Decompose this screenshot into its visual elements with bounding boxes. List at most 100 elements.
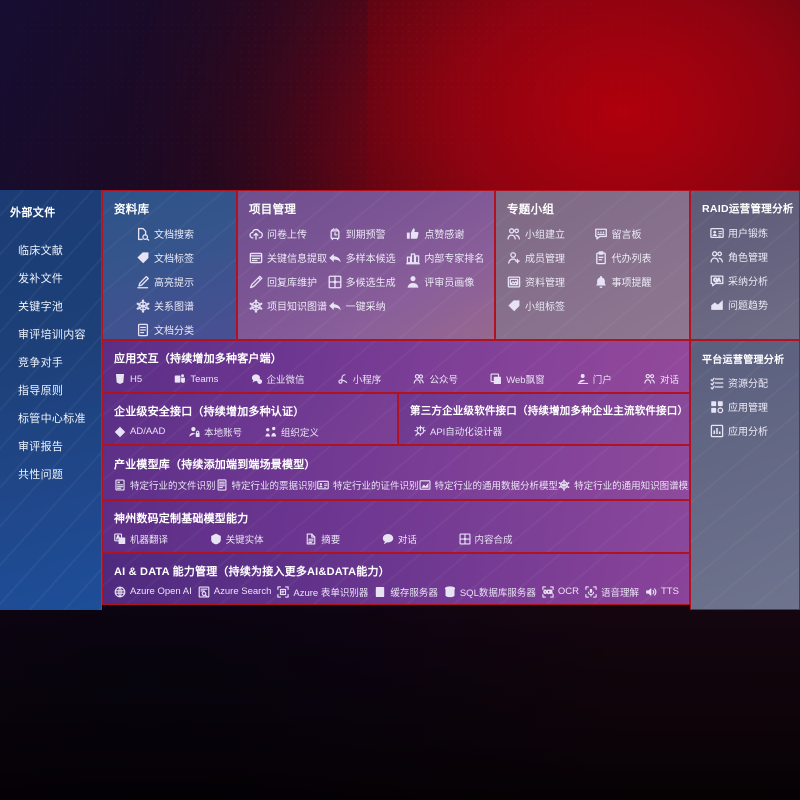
band-title-industry-model: 产业模型库（持续添加端到端场景模型） [114, 459, 316, 471]
pm-item-label: 一键采纳 [345, 302, 386, 313]
chip-org-definition[interactable]: 组织定义 [265, 425, 319, 439]
tg-item-label: 资料管理 [525, 278, 565, 289]
chip-label: 语音理解 [600, 587, 639, 599]
tg-item-group-create[interactable]: 小组建立 [507, 226, 594, 241]
chip-label: H5 [130, 373, 143, 385]
tg-item-event-reminder[interactable]: 事项提醒 [594, 274, 681, 289]
pm-item-one-click-adopt[interactable]: 一键采纳 [328, 298, 407, 313]
person-profile-icon [406, 275, 420, 289]
chip-machine-translation[interactable]: A 机器翻译 [114, 532, 168, 546]
pm-item-multi-candidate-generate[interactable]: 多候选生成 [328, 274, 407, 289]
raid-item-role-manage[interactable]: 角色管理 [710, 249, 790, 264]
chip-content-synthesis[interactable]: 内容合成 [458, 532, 513, 546]
pm-item-thumbs-up-thanks[interactable]: 点赞感谢 [406, 226, 485, 241]
chip-official-account[interactable]: 公众号 [413, 372, 458, 386]
pm-item-internal-expert-ranking[interactable]: 内部专家排名 [406, 250, 485, 265]
panel-knowledge-base: 资料库 文档搜索 文档标签 高亮提示 关系图谱 [102, 190, 237, 340]
base-model-chips: A 机器翻译 A 关键实体 摘要 [114, 532, 679, 546]
kb-item-document-classify[interactable]: 文档分类 [136, 322, 227, 337]
chip-key-entity[interactable]: A 关键实体 [210, 532, 264, 546]
chip-label: 组织定义 [280, 427, 319, 439]
chip-id-recognition[interactable]: 特定行业的证件识别 [317, 478, 419, 492]
chip-receipt-recognition[interactable]: 特定行业的票据识别 [216, 478, 317, 492]
sidebar-item-review-training[interactable]: 审评培训内容 [18, 329, 86, 341]
chip-teams[interactable]: Teams [174, 373, 218, 385]
chip-azure-open-ai[interactable]: Azure Open AI [114, 586, 192, 598]
dashboard-content: 资料库 文档搜索 文档标签 高亮提示 关系图谱 [102, 190, 800, 610]
pm-item-reviewer-profile[interactable]: 评审员画像 [406, 274, 485, 289]
pm-item-label: 到期预警 [345, 230, 386, 241]
chip-tts[interactable]: TTS [645, 586, 679, 598]
chip-dialog[interactable]: 对话 [644, 372, 679, 386]
raid-item-user-training[interactable]: 用户锻炼 [710, 225, 790, 240]
chip-cache-server[interactable]: 缓存服务器 [374, 585, 438, 599]
chip-label: API自动化设计器 [430, 427, 503, 438]
sidebar-item-common-issues[interactable]: 共性问题 [18, 469, 64, 481]
tg-item-material-manage[interactable]: 资料管理 [507, 274, 594, 289]
sidebar-item-supplementary-docs[interactable]: 发补文件 [18, 273, 64, 285]
pm-item-label: 内部专家排名 [424, 254, 485, 265]
tg-item-message-board[interactable]: 留言板 [594, 226, 681, 241]
pm-item-expiry-alert[interactable]: 到期预警 [328, 226, 407, 241]
sidebar-item-clinical-literature[interactable]: 临床文献 [18, 245, 64, 257]
chip-azure-search[interactable]: Azure Search [198, 585, 271, 598]
sidebar-item-review-report[interactable]: 审评报告 [18, 441, 64, 453]
chip-local-account[interactable]: 本地账号 [188, 425, 242, 439]
chip-knowledge-graph-model[interactable]: 特定行业的通用知识图谱模型 [558, 478, 689, 492]
id-recognize-icon [317, 479, 329, 491]
chip-summary[interactable]: 摘要 [305, 532, 340, 546]
kb-item-document-search[interactable]: 文档搜索 [136, 226, 227, 241]
chip-file-recognition[interactable]: 特定行业的文件识别 [114, 478, 216, 492]
chip-web-float-window[interactable]: Web飘窗 [490, 372, 545, 386]
bell-icon [594, 275, 608, 289]
tg-item-todo-list[interactable]: 代办列表 [594, 250, 681, 265]
kb-item-highlight-tip[interactable]: 高亮提示 [136, 274, 227, 289]
tg-item-member-manage[interactable]: 成员管理 [507, 250, 594, 265]
pm-item-project-knowledge-graph[interactable]: 项目知识图谱 [249, 298, 328, 313]
merge-grid-icon [458, 533, 471, 545]
kb-item-relation-graph[interactable]: 关系图谱 [136, 298, 227, 313]
raid-item-adoption-analysis[interactable]: QA 采纳分析 [710, 273, 790, 288]
chip-azure-form-recognizer[interactable]: Azure 表单识别器 [277, 585, 368, 599]
raid-item-label: 角色管理 [728, 253, 768, 264]
chip-api-designer[interactable]: API自动化设计器 [414, 424, 502, 438]
chip-ad-aad[interactable]: AD/AAD [114, 426, 165, 438]
pm-item-questionnaire-upload[interactable]: 问卷上传 [249, 226, 328, 241]
panel-platform-analysis: 平台运营管理分析 资源分配 应用管理 应用分析 [690, 340, 800, 610]
plat-item-resource-allocation[interactable]: 资源分配 [710, 375, 790, 390]
band-title-app-interaction: 应用交互（持续增加多种客户端） [114, 353, 282, 365]
chip-h5[interactable]: H5 [114, 373, 142, 385]
message-board-icon [594, 227, 608, 241]
chip-voice-understanding[interactable]: 语音理解 [585, 585, 639, 599]
pm-item-multi-sample-candidates[interactable]: 多样本候选 [328, 250, 407, 265]
chip-dialog-capability[interactable]: 对话 [382, 532, 417, 546]
pm-item-label: 关键信息提取 [267, 254, 327, 265]
sidebar-item-competitors[interactable]: 竞争对手 [18, 357, 64, 369]
sidebar-item-keyword-pool[interactable]: 关键字池 [18, 301, 64, 313]
pm-item-key-info-extract[interactable]: 关键信息提取 [249, 250, 328, 265]
official-account-icon [413, 373, 425, 385]
kb-item-document-tag[interactable]: 文档标签 [136, 250, 227, 265]
svg-text:SQL: SQL [446, 591, 453, 595]
dashboard: 外部文件 临床文献 发补文件 关键字池 审评培训内容 竞争对手 指导原则 标管中… [0, 190, 800, 610]
summary-icon [305, 533, 317, 545]
plat-item-app-manage[interactable]: 应用管理 [710, 399, 790, 414]
plat-item-app-analysis[interactable]: 应用分析 [710, 423, 790, 438]
sidebar-item-standards-center[interactable]: 标管中心标准 [18, 413, 86, 425]
chip-wechat-work[interactable]: 企业微信 [251, 372, 305, 386]
pm-item-reply-library-maintain[interactable]: 回复库维护 [249, 274, 328, 289]
raid-item-issue-trend[interactable]: 问题趋势 [710, 297, 790, 312]
pm-item-label: 问卷上传 [267, 230, 307, 241]
chip-label: 关键实体 [225, 535, 264, 546]
chip-mini-program[interactable]: 小程序 [337, 372, 381, 386]
project-management-grid: 问卷上传 到期预警 点赞感谢 关键信息提取 [249, 226, 485, 322]
chip-data-analysis-model[interactable]: 特定行业的通用数据分析模型 [419, 478, 558, 492]
web-window-icon [490, 373, 502, 385]
chip-ocr[interactable]: OCR OCR [542, 585, 579, 598]
band-title-ai-data: AI & DATA 能力管理（持续为接入更多AI&DATA能力） [114, 565, 390, 578]
tg-item-group-tag[interactable]: 小组标签 [507, 298, 594, 313]
chip-label: TTS [661, 586, 679, 597]
chip-sql-database-server[interactable]: SQL SQL数据库服务器 [444, 585, 536, 599]
chip-portal[interactable]: 门户 [577, 372, 612, 386]
sidebar-item-guidelines[interactable]: 指导原则 [18, 385, 64, 397]
